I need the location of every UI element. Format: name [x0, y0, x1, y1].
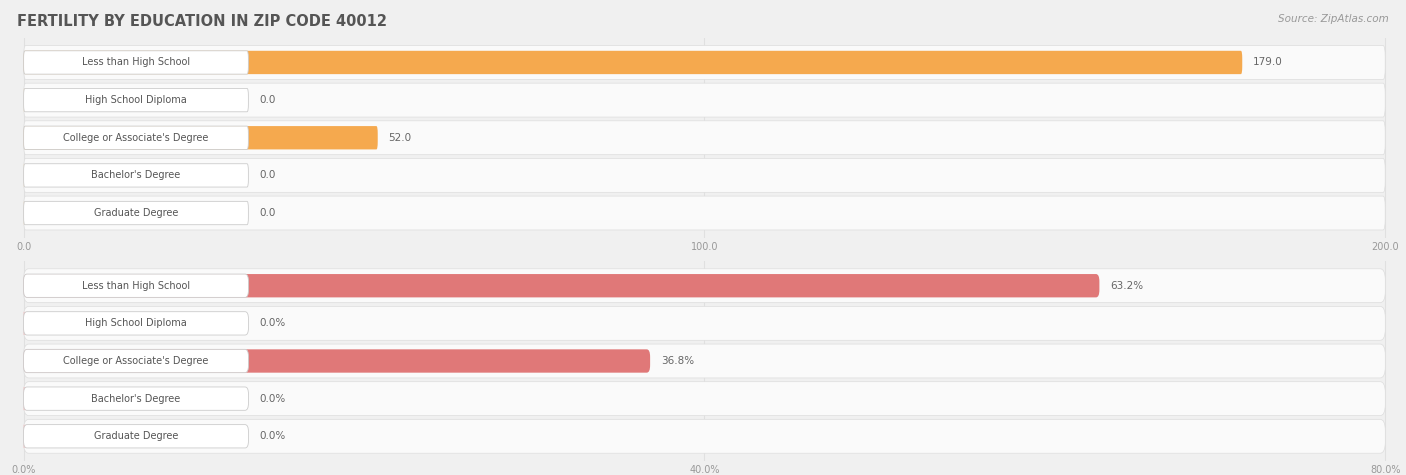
FancyBboxPatch shape — [24, 419, 1385, 453]
FancyBboxPatch shape — [24, 51, 1243, 74]
FancyBboxPatch shape — [24, 164, 249, 187]
FancyBboxPatch shape — [24, 51, 249, 74]
FancyBboxPatch shape — [24, 425, 249, 448]
FancyBboxPatch shape — [24, 349, 249, 373]
FancyBboxPatch shape — [24, 312, 28, 335]
FancyBboxPatch shape — [24, 164, 28, 187]
Text: Bachelor's Degree: Bachelor's Degree — [91, 171, 180, 180]
FancyBboxPatch shape — [24, 201, 249, 225]
Text: FERTILITY BY EDUCATION IN ZIP CODE 40012: FERTILITY BY EDUCATION IN ZIP CODE 40012 — [17, 14, 387, 29]
Text: High School Diploma: High School Diploma — [86, 95, 187, 105]
FancyBboxPatch shape — [24, 88, 249, 112]
Text: 0.0%: 0.0% — [259, 431, 285, 441]
FancyBboxPatch shape — [24, 382, 1385, 416]
Text: 0.0: 0.0 — [259, 95, 276, 105]
FancyBboxPatch shape — [24, 387, 249, 410]
FancyBboxPatch shape — [24, 159, 1385, 192]
FancyBboxPatch shape — [24, 126, 378, 150]
Text: 0.0: 0.0 — [259, 171, 276, 180]
Text: 0.0%: 0.0% — [259, 318, 285, 328]
FancyBboxPatch shape — [24, 126, 249, 150]
Text: Bachelor's Degree: Bachelor's Degree — [91, 394, 180, 404]
Text: 0.0%: 0.0% — [259, 394, 285, 404]
FancyBboxPatch shape — [24, 269, 1385, 303]
FancyBboxPatch shape — [24, 274, 1099, 297]
Text: 36.8%: 36.8% — [661, 356, 695, 366]
FancyBboxPatch shape — [24, 46, 1385, 79]
FancyBboxPatch shape — [24, 274, 249, 297]
FancyBboxPatch shape — [24, 196, 1385, 230]
Text: Less than High School: Less than High School — [82, 57, 190, 67]
Text: 179.0: 179.0 — [1253, 57, 1282, 67]
Text: Source: ZipAtlas.com: Source: ZipAtlas.com — [1278, 14, 1389, 24]
FancyBboxPatch shape — [24, 387, 28, 410]
FancyBboxPatch shape — [24, 306, 1385, 340]
FancyBboxPatch shape — [24, 121, 1385, 155]
Text: Less than High School: Less than High School — [82, 281, 190, 291]
FancyBboxPatch shape — [24, 312, 249, 335]
Text: Graduate Degree: Graduate Degree — [94, 431, 179, 441]
Text: High School Diploma: High School Diploma — [86, 318, 187, 328]
FancyBboxPatch shape — [24, 349, 650, 373]
FancyBboxPatch shape — [24, 344, 1385, 378]
FancyBboxPatch shape — [24, 425, 28, 448]
FancyBboxPatch shape — [24, 89, 28, 112]
Text: College or Associate's Degree: College or Associate's Degree — [63, 356, 208, 366]
Text: 0.0: 0.0 — [259, 208, 276, 218]
Text: 52.0: 52.0 — [388, 133, 412, 143]
Text: Graduate Degree: Graduate Degree — [94, 208, 179, 218]
Text: 63.2%: 63.2% — [1111, 281, 1143, 291]
FancyBboxPatch shape — [24, 201, 28, 225]
Text: College or Associate's Degree: College or Associate's Degree — [63, 133, 208, 143]
FancyBboxPatch shape — [24, 83, 1385, 117]
